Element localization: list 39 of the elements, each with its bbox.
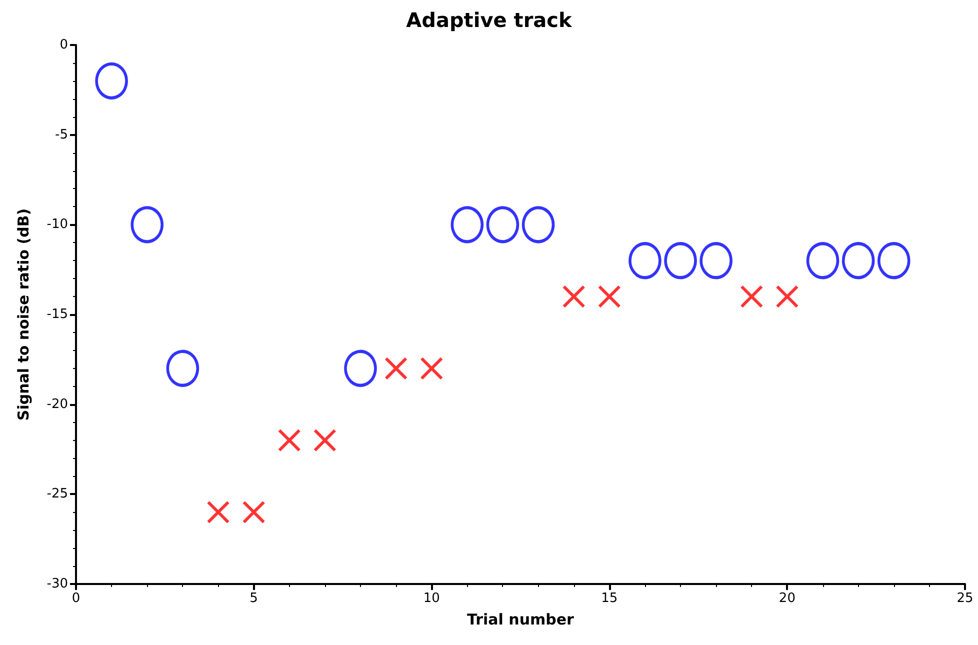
- x-tick-label: 5: [250, 591, 258, 606]
- point: [842, 242, 875, 280]
- point: [806, 242, 840, 280]
- x-tick-label: 25: [956, 591, 974, 606]
- x-tick-label: 0: [72, 591, 80, 606]
- point: [130, 206, 164, 244]
- x-tick-label: 10: [423, 591, 440, 606]
- y-tick-label: -15: [46, 307, 68, 322]
- point: [450, 206, 484, 244]
- point: [486, 206, 520, 244]
- point: [344, 350, 377, 387]
- y-tick-label: -30: [46, 576, 68, 592]
- point: [278, 428, 301, 452]
- point: [877, 242, 910, 280]
- point: [664, 242, 698, 280]
- point: [166, 350, 200, 387]
- point: [740, 285, 764, 308]
- point: [242, 500, 266, 524]
- x-axis-title: Trial number: [467, 610, 575, 628]
- x-tick-label: 15: [601, 591, 618, 606]
- y-tick-label: -25: [46, 486, 68, 502]
- y-tick-label: 0: [60, 38, 68, 52]
- y-tick-label: -10: [46, 217, 68, 232]
- y-axis-title: Signal to noise ratio (dB): [14, 208, 32, 421]
- y-tick-label: -20: [46, 396, 68, 412]
- x-tick-label: 20: [778, 591, 796, 606]
- point: [384, 356, 408, 380]
- y-tick-label: -5: [55, 127, 68, 142]
- point: [776, 285, 799, 308]
- chart-title: Adaptive track: [406, 8, 573, 32]
- point: [700, 242, 733, 280]
- point: [206, 500, 230, 524]
- point: [420, 356, 444, 380]
- point: [562, 285, 586, 308]
- point: [522, 206, 555, 244]
- point: [313, 428, 336, 452]
- point: [628, 242, 662, 280]
- point: [598, 285, 621, 308]
- point: [95, 62, 128, 100]
